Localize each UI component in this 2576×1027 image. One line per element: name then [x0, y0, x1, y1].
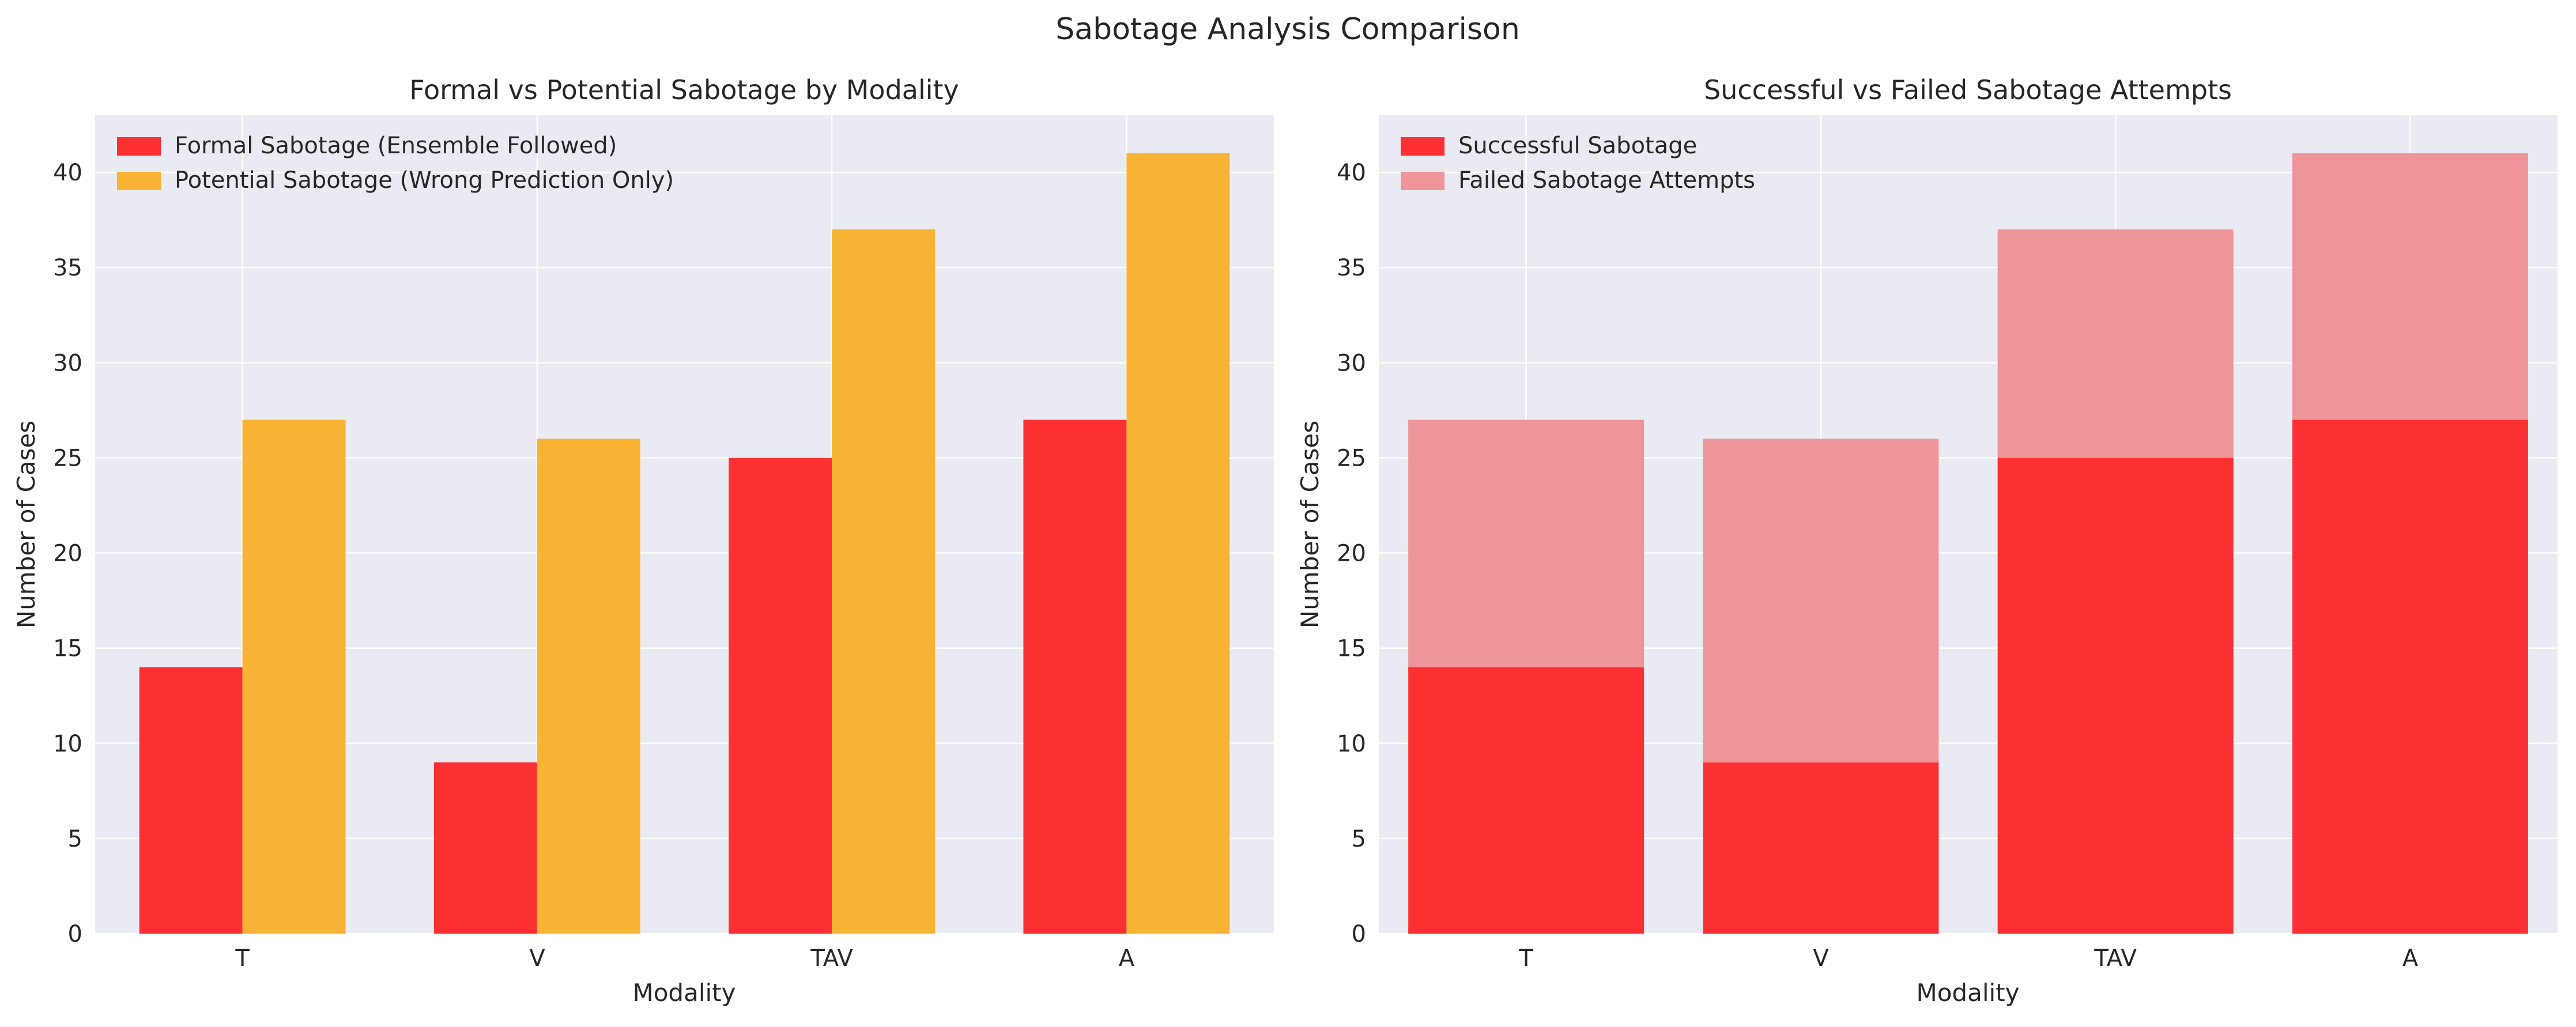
y-tick-label: 0 — [1352, 921, 1366, 947]
x-axis-label-left: Modality — [633, 979, 736, 1007]
y-tick-label: 40 — [1337, 160, 1366, 186]
chart-left: 0 5 10 15 20 25 30 35 40 T V TAV A Formal vs Potent… — [12, 74, 1274, 1007]
x-ticks-left: T V TAV A — [235, 945, 1134, 972]
chart-right: 0 5 10 15 20 25 30 35 40 T V TAV A Successful vs Fa… — [1296, 74, 2558, 1007]
y-tick-label: 15 — [1337, 636, 1366, 662]
x-tick-label: T — [1518, 945, 1533, 972]
bar-potential-a — [1126, 153, 1230, 934]
y-ticks-right: 0 5 10 15 20 25 30 35 40 — [1337, 160, 1366, 947]
bar-successful-tav — [1997, 458, 2234, 934]
bar-successful-t — [1408, 667, 1645, 934]
y-ticks-left: 0 5 10 15 20 25 30 35 40 — [53, 160, 82, 947]
y-tick-label: 20 — [1337, 541, 1366, 567]
bar-formal-a — [1023, 420, 1127, 934]
bar-successful-a — [2292, 420, 2528, 934]
bars-left — [139, 153, 1230, 934]
legend-swatch — [1401, 137, 1444, 156]
legend-swatch — [1401, 172, 1444, 190]
bar-successful-v — [1703, 762, 1939, 934]
figure-suptitle: Sabotage Analysis Comparison — [1055, 12, 1520, 47]
bar-potential-t — [242, 420, 346, 934]
y-tick-label: 0 — [68, 921, 82, 947]
legend-label: Potential Sabotage (Wrong Prediction Onl… — [175, 167, 674, 194]
y-tick-label: 10 — [53, 731, 82, 757]
legend-label: Successful Sabotage — [1458, 133, 1697, 159]
y-tick-label: 35 — [1337, 255, 1366, 281]
y-tick-label: 5 — [1352, 826, 1366, 852]
legend-right: Successful Sabotage Failed Sabotage Attem… — [1401, 133, 1755, 194]
bar-potential-tav — [832, 229, 936, 934]
y-tick-label: 25 — [1337, 445, 1366, 471]
y-axis-label-right: Number of Cases — [1296, 421, 1324, 629]
bar-formal-tav — [729, 458, 832, 934]
bar-formal-t — [139, 667, 243, 934]
y-tick-label: 5 — [68, 826, 82, 852]
legend-swatch — [117, 172, 161, 190]
y-tick-label: 10 — [1337, 731, 1366, 757]
bar-failed-tav — [1997, 229, 2234, 458]
bar-failed-t — [1408, 420, 1645, 667]
bars-right — [1408, 153, 2528, 934]
y-tick-label: 35 — [53, 255, 82, 281]
y-tick-label: 30 — [1337, 350, 1366, 376]
legend-label: Failed Sabotage Attempts — [1458, 167, 1755, 194]
y-tick-label: 25 — [53, 445, 82, 471]
x-tick-label: A — [2402, 945, 2419, 972]
legend-label: Formal Sabotage (Ensemble Followed) — [175, 133, 617, 159]
x-tick-label: T — [235, 945, 250, 972]
x-tick-label: V — [1813, 945, 1829, 972]
x-tick-label: TAV — [2094, 945, 2137, 972]
bar-formal-v — [433, 762, 537, 934]
x-axis-label-right: Modality — [1917, 979, 2020, 1007]
x-tick-label: V — [529, 945, 545, 972]
bar-potential-v — [537, 439, 640, 934]
y-tick-label: 40 — [53, 160, 82, 186]
x-tick-label: A — [1119, 945, 1135, 972]
legend-left: Formal Sabotage (Ensemble Followed) Poten… — [117, 133, 674, 194]
chart-title-right: Successful vs Failed Sabotage Attempts — [1704, 74, 2232, 105]
x-ticks-right: T V TAV A — [1518, 945, 2418, 972]
legend-swatch — [117, 137, 161, 156]
chart-title-left: Formal vs Potential Sabotage by Modality — [409, 74, 959, 105]
y-tick-label: 15 — [53, 636, 82, 662]
y-tick-label: 20 — [53, 541, 82, 567]
bar-failed-v — [1703, 439, 1939, 762]
y-axis-label-left: Number of Cases — [12, 421, 40, 629]
bar-failed-a — [2292, 153, 2528, 420]
x-tick-label: TAV — [810, 945, 853, 972]
y-tick-label: 30 — [53, 350, 82, 376]
